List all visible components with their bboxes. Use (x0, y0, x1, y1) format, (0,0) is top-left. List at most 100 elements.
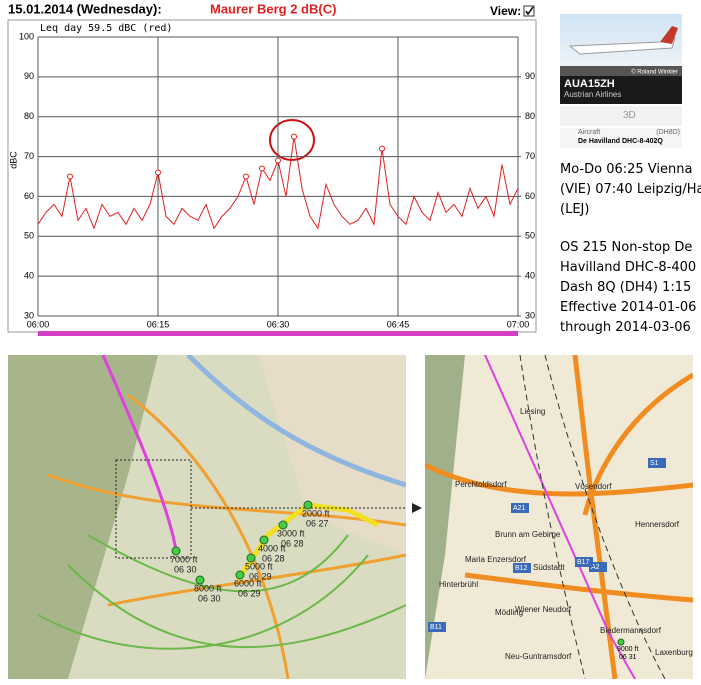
road-label: B11 (430, 624, 442, 631)
road-label: B12 (515, 565, 528, 572)
track-bar (38, 331, 518, 336)
peak-marker (379, 145, 385, 152)
y-tick-label: 70 (24, 151, 34, 161)
hills (425, 355, 465, 679)
y2-tick-label: 50 (525, 231, 535, 241)
y-tick-label: 50 (24, 231, 34, 241)
time-label: 06 28 (262, 553, 285, 563)
x-tick-label: 06:45 (387, 319, 410, 329)
schedule: Mo-Do 06:25 Vienna (VIE) 07:40 Leipzig/H… (560, 162, 701, 217)
altitude-dot (278, 520, 288, 530)
y-tick-label: 30 (24, 310, 34, 320)
place-label: Liesing (520, 407, 545, 416)
road-badge (648, 458, 666, 468)
aircraft-row: Aircraft (DH8D) De Havilland DHC-8-402Q (560, 128, 682, 148)
time-label: 06 31 (619, 654, 637, 661)
time-label: 06 29 (249, 571, 272, 581)
altitude-dot (303, 500, 313, 510)
peak-marker (243, 173, 249, 180)
altitude-dot (246, 553, 256, 563)
place-label: Biedermannsdorf (600, 626, 662, 635)
road-label: S1 (650, 460, 659, 467)
flight-track (101, 355, 178, 551)
y-tick-label: 100 (19, 31, 34, 41)
place-label: Hennersdorf (635, 520, 680, 529)
hills (8, 355, 158, 679)
x-tick-label: 06:30 (267, 319, 290, 329)
annotation: Leq day 59.5 dBC (red) (40, 23, 172, 34)
x-tick-label: 06:15 (147, 319, 170, 329)
peak-marker (259, 165, 265, 172)
altitude-label: 2000 ft (302, 508, 330, 518)
type-code: (DH8D) (656, 129, 680, 136)
checkmark (525, 6, 534, 16)
road-label: B17 (577, 559, 590, 566)
aircraft-label: Aircraft (578, 129, 601, 136)
flight-banner: AUA15ZH Austrian Airlines (560, 76, 682, 104)
roads (425, 355, 693, 679)
altitude-label: 8000 ft (194, 583, 222, 593)
road-badge (513, 563, 531, 573)
road-badge (428, 622, 446, 632)
y2-tick-label: 60 (525, 191, 535, 201)
y2-tick-label: 90 (525, 71, 535, 81)
y2-tick-label: 80 (525, 111, 535, 121)
place-label: Wiener Neudorf (515, 605, 572, 614)
view-checkbox[interactable] (523, 5, 535, 17)
station: Maurer Berg 2 dB(C) (210, 1, 336, 16)
date: 15.01.2014 (Wednesday): (8, 1, 162, 16)
altitude-label: 5000 ft (245, 561, 273, 571)
peak-marker (275, 157, 281, 164)
time-label: 06 27 (306, 518, 329, 528)
y-tick-label: 90 (24, 71, 34, 81)
time-label: 06 30 (174, 564, 197, 574)
peak-marker (67, 173, 73, 180)
road-label: A2 (591, 564, 600, 571)
altitude-dot (171, 546, 181, 556)
road-badge (575, 557, 593, 567)
altitude-label: 4000 ft (258, 543, 286, 553)
y2-tick-label: 40 (525, 271, 535, 281)
x-tick-label: 07:00 (507, 319, 530, 329)
road-badge (589, 562, 607, 572)
details: OS 215 Non-stop De Havilland DHC-8-400 D… (560, 240, 697, 335)
peak-marker (155, 169, 161, 176)
altitude-dot (195, 575, 205, 585)
place-label: Maria Enzersdorf (465, 555, 527, 564)
road-badge (511, 503, 529, 513)
place-labels: Liesing Perchtoldsdorf Vösendorf Hennersdor… (428, 407, 693, 661)
road-label: A21 (513, 505, 526, 512)
photo-credit: © Roland Winkler (631, 69, 678, 76)
other-tracks (37, 534, 406, 650)
altitude-label: 7000 ft (170, 554, 198, 564)
river (186, 355, 406, 488)
y-tick-label: 40 (24, 271, 34, 281)
y-tick-label: 60 (24, 191, 34, 201)
altitude-label: 6000 ft (234, 578, 262, 588)
peak-marker (291, 133, 297, 140)
place-label: Neu-Guntramsdorf (505, 652, 572, 661)
airline: Austrian Airlines (564, 90, 622, 99)
altitude-label: 9000 ft (617, 646, 638, 653)
y-axis-label: dBC (8, 151, 18, 169)
altitude-label: 3000 ft (277, 528, 305, 538)
x-tick-label: 06:00 (27, 319, 50, 329)
arrow-head (412, 503, 422, 513)
btn-3d[interactable]: 3D (623, 110, 636, 121)
place-label: Vösendorf (575, 482, 612, 491)
chart: 15.01.2014 (Wednesday): Maurer Berg 2 dB… (7, 1, 537, 336)
callsign: AUA15ZH (564, 78, 615, 90)
toolbar: 3D (560, 106, 682, 126)
place-label: Südstadt (533, 563, 565, 572)
altitude-dot (617, 638, 625, 646)
place-label: Perchtoldsdorf (455, 480, 507, 489)
y2-tick-label: 70 (525, 151, 535, 161)
altitude-dot (235, 570, 245, 580)
place-label: Hinterbrühl (439, 580, 478, 589)
photo-art: © Roland Winkler (560, 26, 682, 76)
place-label: Brunn am Gebirge (495, 530, 561, 539)
altitude-dot (259, 535, 269, 545)
